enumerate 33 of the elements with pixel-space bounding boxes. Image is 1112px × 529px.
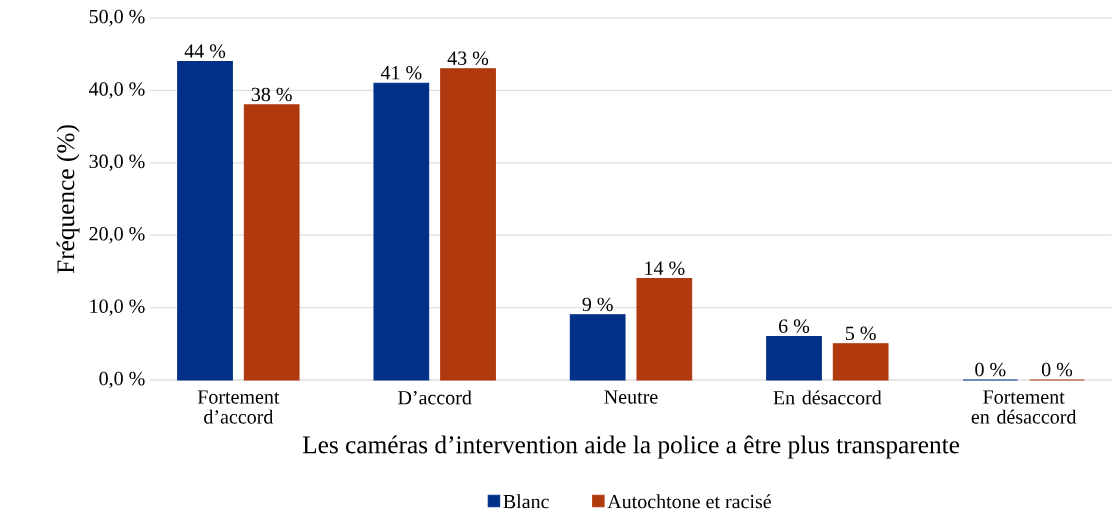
- bar: [832, 343, 889, 381]
- data-label: 0 %: [975, 362, 1006, 377]
- data-label: 0 %: [1041, 362, 1073, 377]
- bar: [636, 278, 693, 381]
- data-label: 14 %: [645, 261, 685, 275]
- data-label: 41 %: [380, 65, 422, 80]
- legend-label: Blanc: [503, 494, 549, 509]
- bar: [766, 336, 822, 381]
- y-tick-label: 0,0 %: [99, 371, 145, 389]
- x-tick-label: D’accord: [398, 390, 472, 405]
- x-axis-title: Les caméras d’intervention aide la police a être plus transparente: [302, 435, 960, 459]
- y-tick-label: 30,0 %: [89, 154, 145, 171]
- data-label: 44 %: [184, 44, 226, 58]
- legend-label: Autochtone et racisé: [607, 494, 771, 509]
- data-label: 5 %: [846, 326, 876, 341]
- y-tick-label: 10,0 %: [90, 299, 145, 316]
- y-tick-label: 40,0 %: [89, 82, 145, 99]
- bar: [243, 104, 300, 381]
- x-tick-label: En désaccord: [773, 390, 882, 405]
- y-tick-label: 50,0 %: [89, 9, 145, 27]
- bar: [440, 68, 496, 381]
- bar: [177, 60, 233, 381]
- x-tick-label: Fortement d’accord: [197, 390, 280, 424]
- bar: [569, 314, 626, 381]
- data-label: 9 %: [582, 297, 613, 312]
- data-label: 6 %: [779, 319, 810, 333]
- data-label: 43 %: [447, 51, 489, 66]
- y-tick-label: 20,0 %: [89, 227, 145, 244]
- data-label: 38 %: [251, 87, 292, 102]
- x-tick-label: Fortement en désaccord: [971, 390, 1077, 424]
- bar: [373, 82, 430, 381]
- y-axis-title: Fréquence (%): [56, 125, 80, 274]
- x-tick-label: Neutre: [604, 390, 658, 404]
